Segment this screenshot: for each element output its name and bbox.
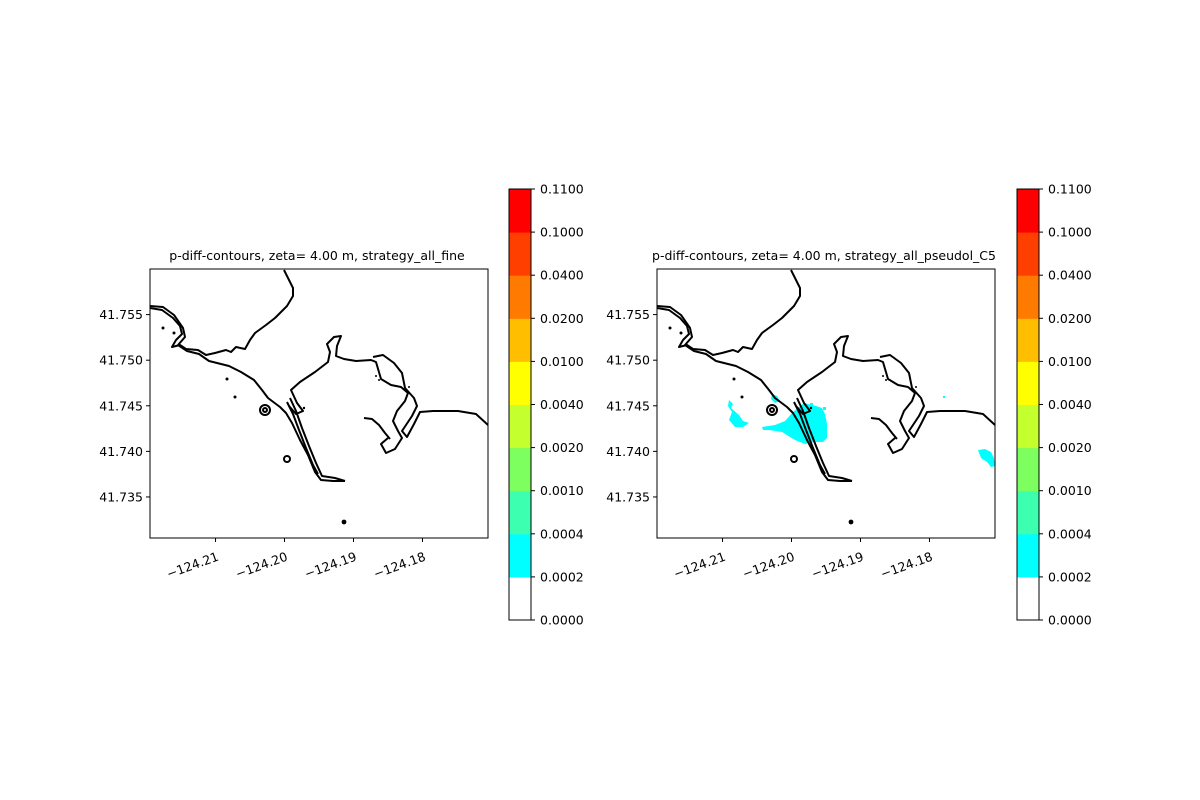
- colorbar-band: [509, 361, 531, 405]
- colorbar-band: [509, 490, 531, 535]
- right-island-b: [769, 407, 775, 413]
- left-island-c: [283, 455, 291, 463]
- right-coastline: [656, 269, 996, 482]
- right-fill-region-east: [978, 449, 995, 467]
- colorbar-band: [1017, 447, 1039, 492]
- colorbar-tick-label: 0.1000: [1048, 225, 1092, 240]
- x-tick-label: −124.20: [233, 549, 289, 582]
- colorbar-tick-label: 0.0002: [1048, 569, 1092, 584]
- x-tick-label: −124.19: [302, 549, 358, 582]
- colorbar-tick-label: 0.0100: [540, 354, 584, 369]
- right-panel: p-diff-contours, zeta= 4.00 m, strategy_…: [606, 248, 996, 581]
- left-coast-north-shore: [149, 269, 294, 356]
- colorbar-band: [509, 232, 531, 276]
- colorbar-band: [509, 318, 531, 362]
- right-panel-title: p-diff-contours, zeta= 4.00 m, strategy_…: [652, 248, 996, 263]
- left-coast-channel: [363, 417, 391, 440]
- y-tick-label: 41.745: [606, 398, 650, 413]
- y-tick-label: 41.745: [99, 398, 143, 413]
- colorbar-band: [1017, 232, 1039, 276]
- right-axes: −124.21 −124.20 −124.19 −124.18 41.735 41.740…: [606, 307, 934, 581]
- right-plot-frame: [656, 268, 996, 539]
- right-island-c: [790, 455, 798, 463]
- colorbar-band: [1017, 189, 1039, 233]
- colorbar-tick-label: 0.0000: [540, 613, 584, 628]
- colorbar-tick-label: 0.0400: [1048, 268, 1092, 283]
- colorbar-band: [509, 189, 531, 233]
- y-tick-label: 41.735: [99, 489, 143, 504]
- y-tick-label: 41.750: [606, 353, 650, 368]
- right-contour-fills: [728, 394, 995, 467]
- x-tick-label: −124.21: [164, 549, 220, 582]
- colorbar-tick-label: 0.1100: [540, 182, 584, 197]
- colorbar-tick-label: 0.0400: [540, 268, 584, 283]
- colorbar-band: [1017, 576, 1039, 621]
- right-coast-south-shore: [656, 305, 852, 482]
- y-tick-label: 41.750: [99, 353, 143, 368]
- left-island-b: [262, 407, 268, 413]
- left-coast-south-shore: [149, 305, 345, 482]
- colorbar-band: [509, 447, 531, 492]
- right-island-a: [766, 404, 778, 416]
- colorbar-band: [1017, 361, 1039, 405]
- colorbar-tick-label: 0.0020: [540, 440, 584, 455]
- left-coast-jetty-outer: [289, 397, 346, 482]
- colorbar-band: [509, 576, 531, 621]
- y-tick-label: 41.740: [606, 444, 650, 459]
- colorbar-band: [509, 404, 531, 449]
- left-axes: −124.21 −124.20 −124.19 −124.18 41.735 41.740…: [99, 307, 427, 581]
- colorbar-tick-label: 0.0002: [540, 569, 584, 584]
- colorbar-tick-label: 0.0010: [1048, 483, 1092, 498]
- y-tick-label: 41.740: [99, 444, 143, 459]
- colorbar-band: [1017, 490, 1039, 535]
- right-coast-channel: [870, 417, 898, 440]
- colorbar-tick-label: 0.0200: [1048, 311, 1092, 326]
- colorbar-band: [1017, 533, 1039, 578]
- left-coastline: [149, 269, 489, 482]
- right-coast-north-shore: [656, 269, 801, 356]
- right-coast-jetty-inner: [793, 401, 826, 475]
- y-tick-label: 41.735: [606, 489, 650, 504]
- colorbar-tick-label: 0.0004: [1048, 526, 1092, 541]
- x-tick-label: −124.21: [671, 549, 727, 582]
- x-tick-label: −124.18: [371, 549, 427, 582]
- left-island-a: [259, 404, 271, 416]
- colorbar-tick-label: 0.0004: [540, 526, 584, 541]
- left-coast-inner-bay: [288, 335, 409, 454]
- left-coast-jetty-inner: [286, 401, 319, 475]
- left-panel: p-diff-contours, zeta= 4.00 m, strategy_…: [99, 248, 489, 581]
- y-tick-label: 41.755: [99, 307, 143, 322]
- x-tick-label: −124.18: [878, 549, 934, 582]
- right-colorbar: 0.0000 0.0002 0.0004 0.0010 0.0020 0.0040 0.01…: [1016, 182, 1092, 628]
- colorbar-tick-label: 0.0010: [540, 483, 584, 498]
- colorbar-band: [1017, 404, 1039, 449]
- left-colorbar: 0.0000 0.0002 0.0004 0.0010 0.0020 0.0040 0.01…: [508, 182, 584, 628]
- colorbar-tick-label: 0.1000: [540, 225, 584, 240]
- colorbar-tick-label: 0.0100: [1048, 354, 1092, 369]
- right-coast-dots: [668, 326, 917, 525]
- colorbar-tick-label: 0.0040: [1048, 397, 1092, 412]
- right-coast-east-shore: [879, 354, 996, 438]
- colorbar-tick-label: 0.1100: [1048, 182, 1092, 197]
- colorbar-band: [509, 275, 531, 319]
- right-coast-inner-bay: [795, 335, 916, 454]
- colorbar-tick-label: 0.0020: [1048, 440, 1092, 455]
- right-fill-region-center: [762, 403, 827, 444]
- colorbar-tick-label: 0.0200: [540, 311, 584, 326]
- left-panel-title: p-diff-contours, zeta= 4.00 m, strategy_…: [169, 248, 465, 263]
- colorbar-band: [509, 533, 531, 578]
- y-tick-label: 41.755: [606, 307, 650, 322]
- left-coast-east-shore: [372, 354, 489, 438]
- colorbar-band: [1017, 318, 1039, 362]
- colorbar-tick-label: 0.0040: [540, 397, 584, 412]
- colorbar-band: [1017, 275, 1039, 319]
- x-tick-label: −124.20: [740, 549, 796, 582]
- left-coast-dots: [161, 326, 410, 525]
- right-fill-region-west: [728, 400, 749, 427]
- colorbar-tick-label: 0.0000: [1048, 613, 1092, 628]
- x-tick-label: −124.19: [809, 549, 865, 582]
- left-plot-frame: [149, 268, 489, 539]
